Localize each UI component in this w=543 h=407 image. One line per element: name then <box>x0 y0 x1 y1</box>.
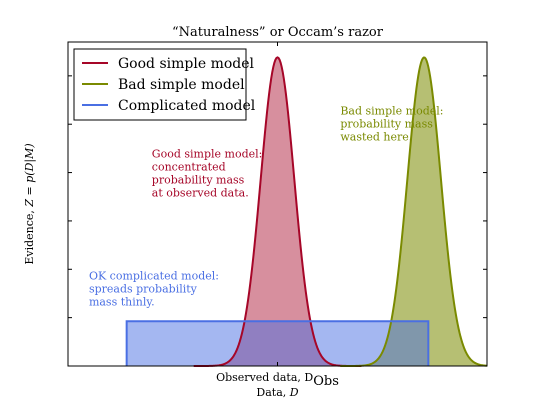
series-line-2 <box>125 320 430 366</box>
chart-title: “Naturalness” or Occam’s razor <box>172 25 384 40</box>
annotation-line: spreads probability <box>89 283 198 296</box>
x-axis-label: Data, D <box>256 386 298 399</box>
legend-label-2: Complicated model <box>118 98 256 114</box>
legend: Good simple model Bad simple model Complic… <box>73 48 256 121</box>
x-label-symbol: D <box>289 386 299 399</box>
annotation-line: Good simple model: <box>152 148 263 161</box>
y-label-text: Evidence, <box>23 207 36 265</box>
axis-ticks <box>68 42 487 366</box>
annotation-line: at observed data. <box>152 187 249 200</box>
x-tick-label: Observed data, DObs <box>216 371 339 389</box>
series-line-1 <box>340 56 488 367</box>
annotation-line: probability mass <box>152 174 245 187</box>
annotation-line: OK complicated model: <box>89 270 219 283</box>
annotation-line: wasted here. <box>340 131 412 144</box>
legend-label-1: Bad simple model <box>118 77 245 93</box>
series-lines <box>125 56 488 367</box>
legend-label-0: Good simple model <box>118 56 255 72</box>
annotation-line: concentrated <box>152 161 226 174</box>
annotation-1: Bad simple model: probability mass wasted … <box>340 105 443 144</box>
legend-box <box>73 48 247 121</box>
annotation-2: OK complicated model: spreads probability… <box>89 270 219 309</box>
x-tick-labels: Observed data, DObs <box>216 371 339 389</box>
x-label-text: Data, <box>256 386 289 399</box>
x-tick-label-main: Observed data, D <box>216 371 313 384</box>
y-axis-label: Evidence, Z = p(D|M) <box>23 143 37 264</box>
series-fill-1 <box>340 57 487 366</box>
series-fills <box>126 57 487 367</box>
series-line-0 <box>193 56 362 367</box>
annotation-line: Bad simple model: <box>340 105 443 118</box>
annotation-0: Good simple model: concentrated probabilit… <box>152 148 263 200</box>
x-tick-label-sub: Obs <box>313 374 339 389</box>
y-label-math: Z = p(D|M) <box>23 143 37 207</box>
series-fill-2 <box>126 321 429 366</box>
series-fill-0 <box>193 57 362 367</box>
annotation-line: mass thinly. <box>89 296 155 309</box>
annotation-line: probability mass <box>340 118 433 131</box>
annotations: Good simple model: concentrated probabilit… <box>89 105 444 309</box>
